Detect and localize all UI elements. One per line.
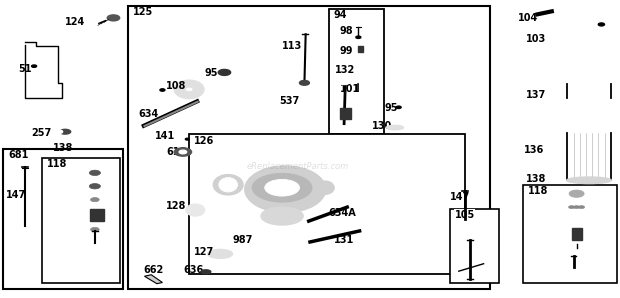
Text: 105: 105 [454, 210, 475, 220]
Circle shape [179, 150, 187, 154]
Ellipse shape [174, 80, 204, 99]
Circle shape [186, 88, 192, 91]
Text: eReplacementParts.com: eReplacementParts.com [247, 162, 348, 171]
Ellipse shape [245, 166, 326, 212]
Circle shape [574, 206, 580, 209]
Ellipse shape [261, 207, 303, 225]
Circle shape [578, 206, 585, 209]
Text: 138: 138 [53, 142, 73, 153]
Bar [3, 149, 123, 289]
Ellipse shape [316, 181, 334, 194]
Text: 136: 136 [524, 145, 544, 156]
Text: 99: 99 [340, 46, 353, 56]
Text: 108: 108 [166, 81, 187, 91]
Text: 118: 118 [47, 159, 68, 170]
Circle shape [107, 15, 120, 21]
Text: 95: 95 [205, 68, 218, 78]
Text: 147: 147 [450, 192, 470, 202]
Circle shape [339, 79, 350, 85]
Text: 257: 257 [31, 128, 51, 138]
Text: 141: 141 [155, 131, 175, 141]
Bar [358, 46, 363, 52]
Text: 662: 662 [144, 265, 164, 275]
Bar [42, 158, 120, 283]
Text: 94: 94 [334, 10, 347, 21]
Circle shape [89, 170, 100, 176]
Text: 113: 113 [282, 41, 303, 51]
Bar [340, 108, 351, 119]
Circle shape [91, 227, 99, 232]
Text: 125: 125 [133, 7, 154, 18]
Text: 634A: 634A [329, 208, 356, 218]
Ellipse shape [567, 177, 611, 184]
Text: 137: 137 [526, 90, 546, 100]
Text: 98: 98 [340, 26, 353, 36]
Ellipse shape [186, 204, 205, 216]
Text: 95: 95 [384, 103, 398, 113]
Bar [523, 185, 617, 283]
Circle shape [252, 173, 312, 202]
Circle shape [569, 206, 575, 209]
Bar [189, 134, 465, 274]
Text: 618: 618 [166, 147, 187, 157]
Circle shape [174, 148, 192, 156]
Text: 124: 124 [65, 17, 86, 27]
Bar [90, 209, 104, 221]
Text: 118: 118 [528, 186, 548, 196]
Text: 127: 127 [194, 247, 215, 257]
Text: 130: 130 [372, 121, 392, 131]
Ellipse shape [213, 175, 243, 195]
Circle shape [396, 106, 401, 108]
Circle shape [598, 23, 604, 26]
Text: 101: 101 [340, 84, 360, 94]
Text: 636: 636 [183, 265, 203, 275]
Bar [572, 228, 582, 240]
Circle shape [299, 80, 309, 85]
Ellipse shape [60, 129, 71, 134]
Circle shape [569, 190, 584, 197]
Bar [329, 9, 384, 134]
Ellipse shape [201, 270, 211, 274]
Bar [450, 209, 499, 283]
Circle shape [356, 36, 361, 38]
Circle shape [160, 89, 165, 91]
Text: 147: 147 [6, 190, 27, 200]
Text: 104: 104 [518, 13, 538, 23]
Ellipse shape [219, 178, 237, 192]
Circle shape [89, 184, 100, 189]
Bar [128, 6, 490, 289]
Text: 131: 131 [334, 235, 354, 245]
Ellipse shape [386, 125, 404, 130]
Text: 634: 634 [138, 109, 159, 119]
Text: 132: 132 [335, 65, 355, 75]
Text: 128: 128 [166, 201, 187, 211]
Text: 537: 537 [279, 96, 299, 106]
Circle shape [185, 138, 189, 140]
Circle shape [32, 65, 37, 67]
Text: 103: 103 [526, 34, 546, 44]
Text: 681: 681 [8, 150, 29, 161]
Circle shape [265, 179, 299, 196]
Ellipse shape [40, 63, 53, 74]
Text: 51: 51 [19, 63, 32, 74]
Text: 126: 126 [194, 136, 215, 146]
Polygon shape [144, 275, 162, 284]
Ellipse shape [208, 249, 232, 258]
Text: 987: 987 [232, 235, 253, 245]
Circle shape [91, 198, 99, 202]
Circle shape [218, 69, 231, 75]
Text: 138: 138 [526, 174, 546, 184]
Circle shape [55, 130, 63, 134]
